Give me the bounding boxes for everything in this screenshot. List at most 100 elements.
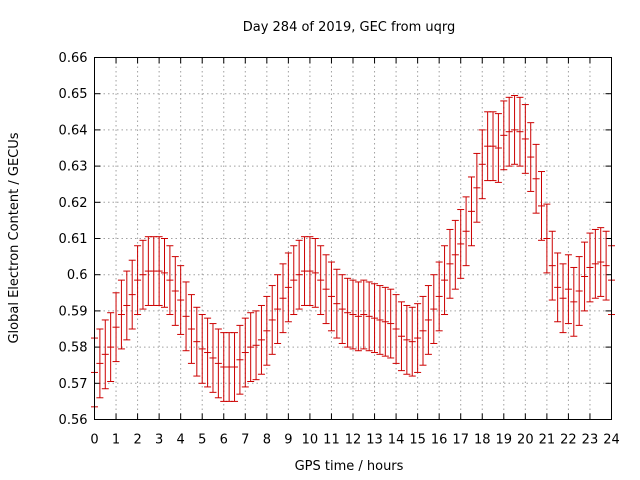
data-point-group [478, 129, 486, 200]
data-point-group [134, 245, 142, 316]
data-point-group [462, 196, 470, 267]
data-point-group [414, 303, 422, 373]
y-tick-label: 0.59 [59, 304, 88, 319]
data-point-group [397, 301, 405, 372]
data-point-group [527, 122, 535, 192]
data-point-group [252, 310, 260, 381]
data-point-group [500, 100, 508, 171]
x-tick-label: 18 [474, 433, 491, 448]
y-tick-label: 0.61 [59, 232, 88, 247]
y-tick-label: 0.64 [59, 123, 88, 138]
data-point-group [505, 96, 513, 167]
x-tick-label: 14 [388, 433, 405, 448]
data-point-group [284, 252, 292, 323]
data-point-group [306, 236, 314, 306]
data-point-group [171, 256, 179, 326]
data-point-group [602, 230, 610, 301]
data-point-group [376, 285, 384, 355]
data-point-group [177, 265, 185, 335]
data-point-group [295, 239, 303, 310]
x-tick-label: 17 [452, 433, 469, 448]
data-point-group [182, 281, 190, 352]
data-point-group [575, 256, 583, 326]
y-axis-label: Global Electron Content / GECUs [7, 132, 22, 343]
data-point-group [209, 323, 217, 393]
data-point-group [516, 96, 524, 167]
data-point-group [128, 259, 136, 330]
y-tick-label: 0.56 [59, 413, 88, 428]
data-point-group [511, 95, 519, 165]
data-point-group [564, 254, 572, 325]
grid [94, 57, 612, 420]
data-point-group [360, 279, 368, 350]
data-point-group [591, 228, 599, 299]
data-point-group [548, 230, 556, 301]
data-point-group [198, 314, 206, 384]
x-tick-label: 9 [284, 433, 292, 448]
data-point-group [257, 304, 265, 375]
data-point-group [387, 288, 395, 359]
data-point-group [586, 232, 594, 303]
data-point-group [559, 263, 567, 334]
data-point-group [231, 332, 239, 402]
data-point-group [193, 306, 201, 377]
x-tick-label: 16 [431, 433, 448, 448]
data-point-group [279, 263, 287, 334]
data-point-group [446, 228, 454, 299]
x-tick-label: 13 [366, 433, 383, 448]
data-point-group [494, 113, 502, 183]
data-point-group [290, 245, 298, 316]
data-point-group [214, 328, 222, 399]
y-tick-label: 0.65 [59, 87, 88, 102]
x-tick-label: 23 [582, 433, 599, 448]
x-tick-label: 5 [198, 433, 206, 448]
data-point-group [441, 245, 449, 316]
data-point-group [263, 295, 271, 366]
data-point-group [354, 281, 362, 352]
data-point-group [408, 306, 416, 377]
data-point-group [597, 227, 605, 297]
data-point-group [247, 312, 255, 382]
x-tick-label: 20 [517, 433, 534, 448]
data-point-group [317, 245, 325, 316]
data-point-group [333, 268, 341, 339]
data-point-group [543, 203, 551, 274]
x-tick-label: 21 [539, 433, 556, 448]
x-tick-label: 4 [177, 433, 185, 448]
data-point-group [430, 274, 438, 344]
x-tick-label: 24 [603, 433, 620, 448]
y-tick-label: 0.62 [59, 196, 88, 211]
data-point-group [451, 219, 459, 290]
x-tick-label: 12 [345, 433, 362, 448]
data-point-group [322, 254, 330, 325]
data-point-group [139, 239, 147, 310]
data-point-group [311, 238, 319, 308]
y-tick-label: 0.6 [67, 268, 88, 283]
x-axis-label: GPS time / hours [295, 459, 404, 474]
data-point-group [554, 252, 562, 323]
data-point-group [419, 295, 427, 366]
data-point-group [161, 238, 169, 308]
data-point-group [117, 279, 125, 350]
data-point-group [457, 209, 465, 279]
data-point-group [381, 286, 389, 357]
x-tick-label: 19 [496, 433, 513, 448]
data-point-group [274, 274, 282, 344]
y-tick-label: 0.63 [59, 160, 88, 175]
x-tick-label: 6 [220, 433, 228, 448]
data-point-group [327, 261, 335, 332]
axis-ticks [94, 57, 612, 420]
y-tick-labels: 0.56 0.57 0.58 0.59 0.6 0.61 0.62 0.63 0.64 0.65 0… [59, 51, 88, 428]
data-point-group [107, 312, 115, 382]
data-point-group [532, 143, 540, 214]
data-point-group [581, 241, 589, 312]
data-point-group [435, 261, 443, 332]
data-point-group [349, 279, 357, 350]
data-point-group [268, 285, 276, 355]
data-point-group [123, 270, 131, 341]
data-point-group [403, 304, 411, 375]
data-point-group [365, 281, 373, 352]
x-tick-label: 8 [263, 433, 271, 448]
data-point-group [241, 317, 249, 388]
